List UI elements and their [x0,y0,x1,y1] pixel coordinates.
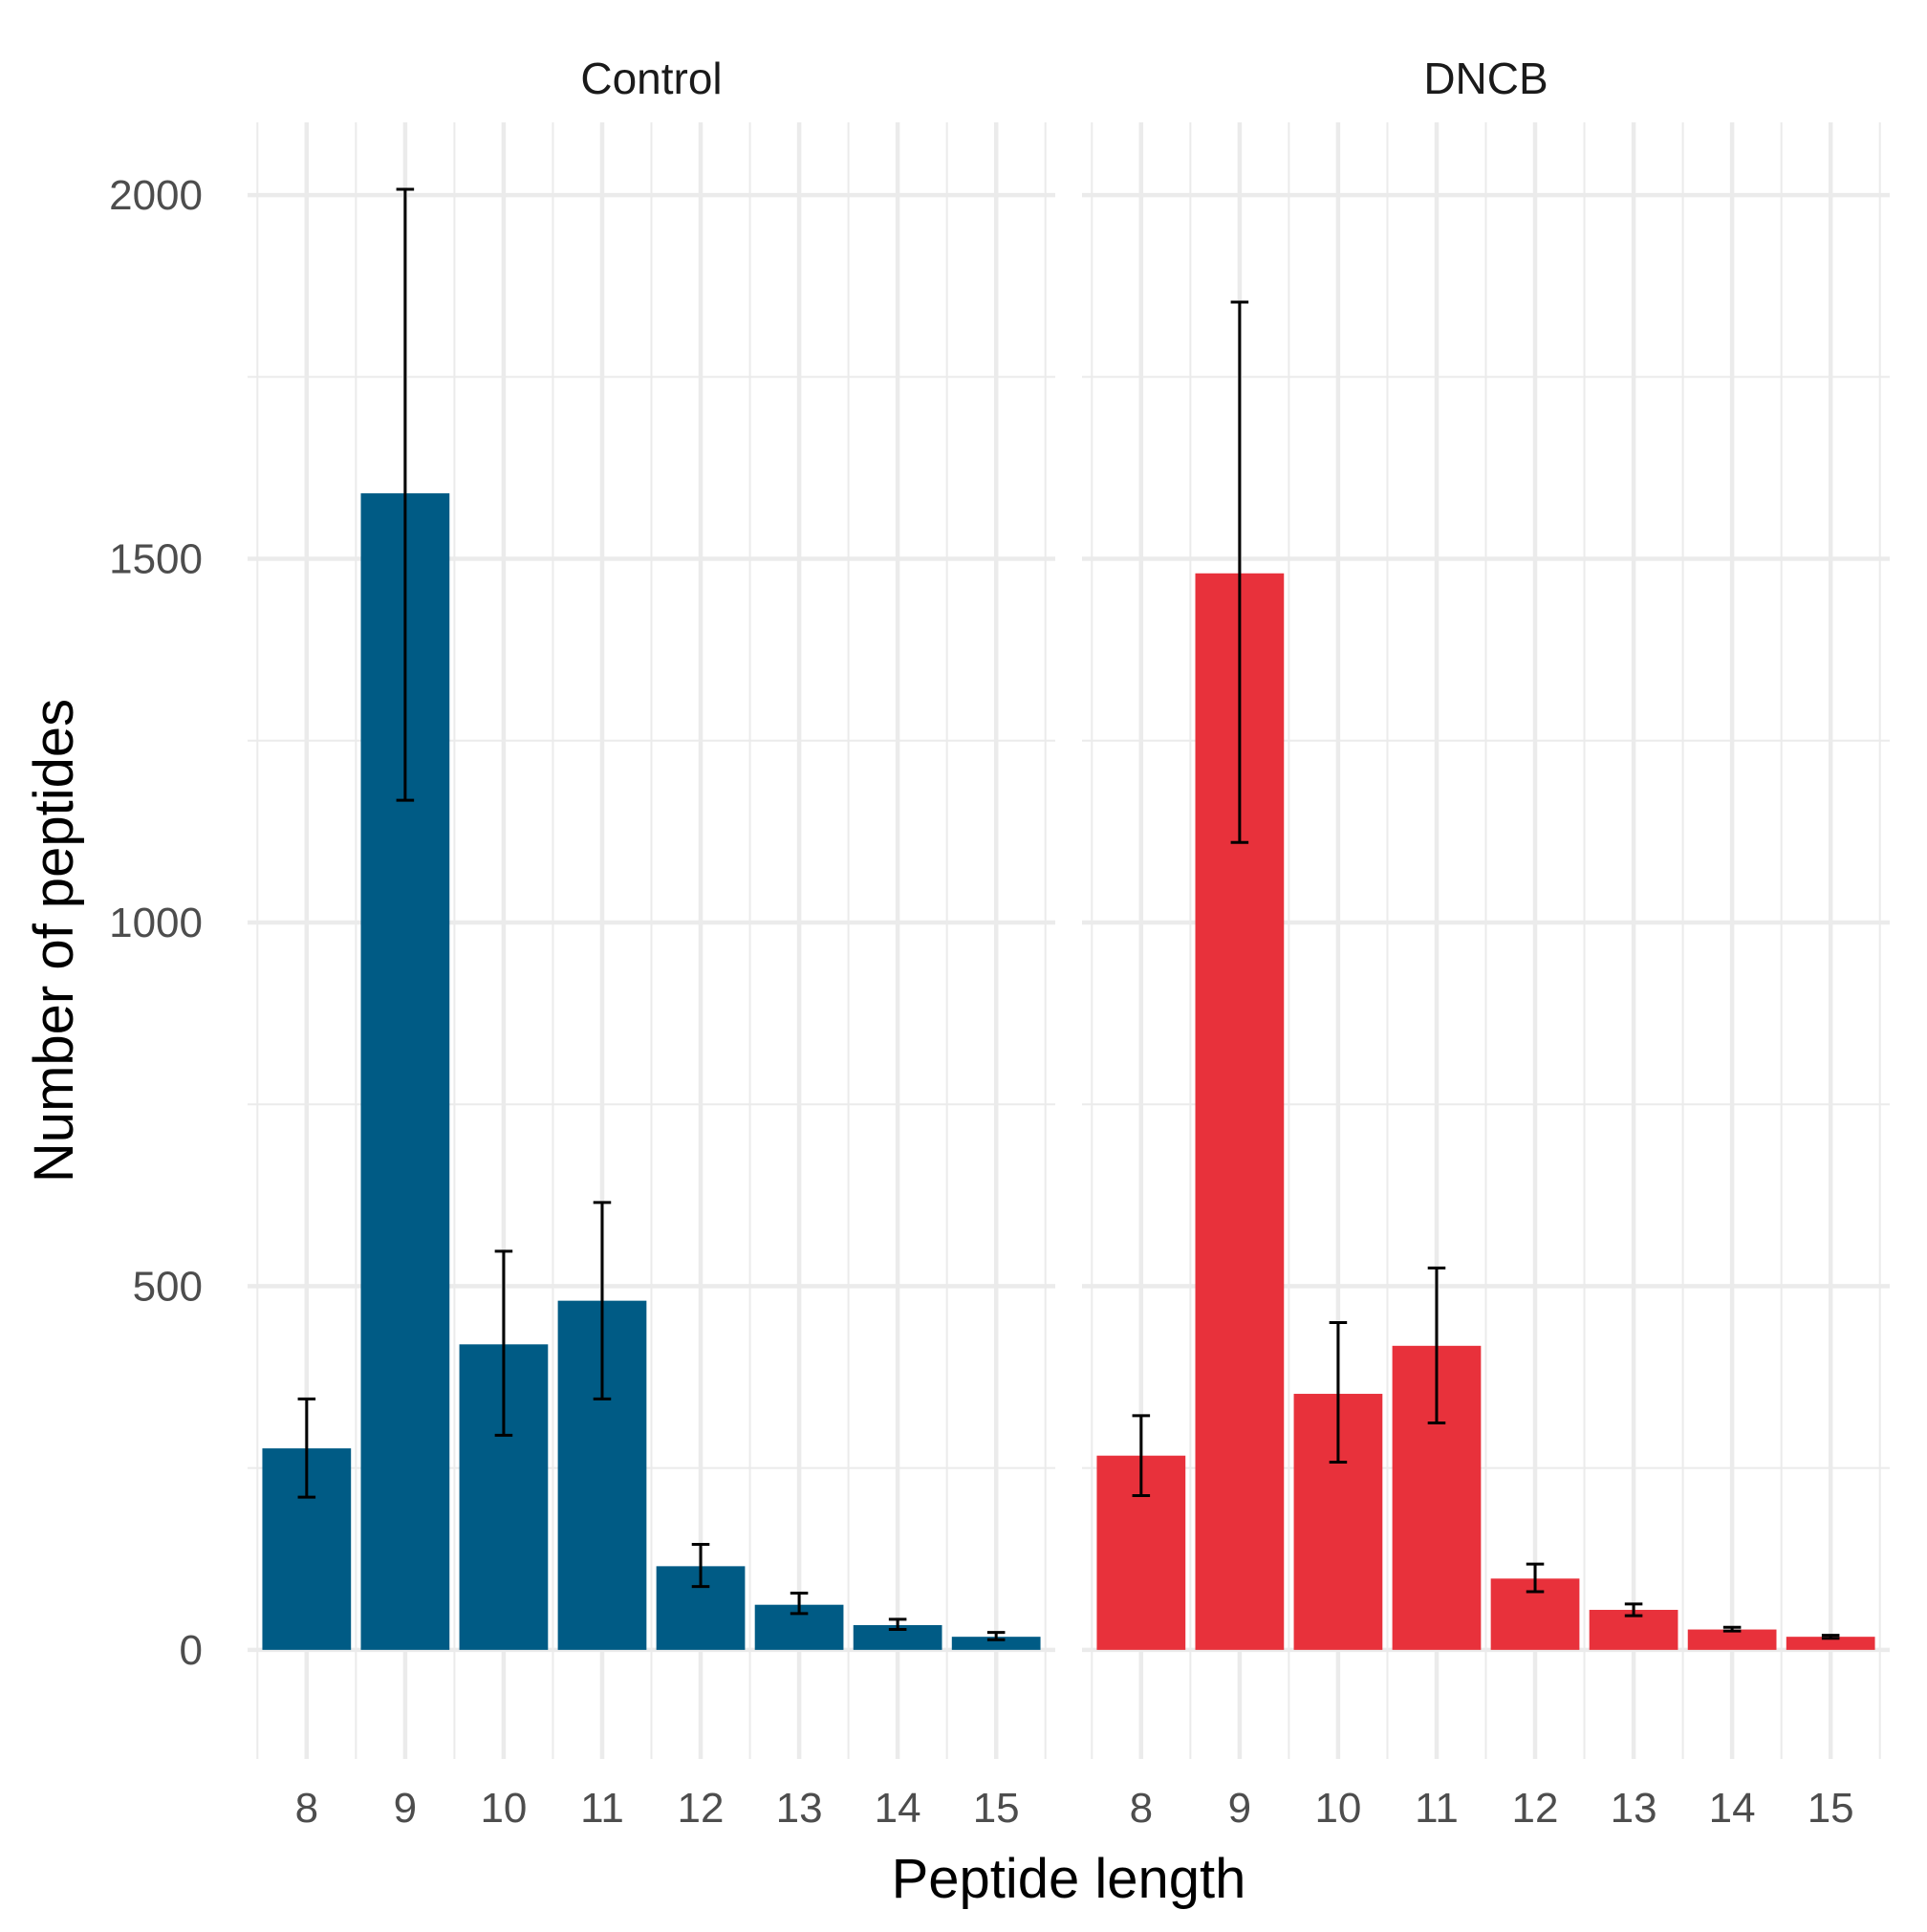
panel-control: Control 8 9 10 11 12 13 14 15 [248,54,1055,1832]
x-tick-label: 13 [1611,1785,1657,1832]
error-bar [1526,1562,1545,1594]
error-bar [1624,1602,1643,1617]
error-bar [1821,1634,1840,1640]
x-tick-label: 10 [480,1785,527,1832]
x-tick-label: 14 [1709,1785,1756,1832]
x-axis-title: Peptide length [892,1848,1246,1910]
x-tick-label: 13 [776,1785,823,1832]
x-tick-label: 8 [295,1785,318,1832]
x-tick-label: 15 [1808,1785,1854,1832]
y-tick-label: 0 [180,1627,203,1674]
error-bar [691,1543,710,1589]
y-axis-title: Number of peptides [23,699,85,1183]
x-tick-label: 15 [973,1785,1020,1832]
x-tick-label: 10 [1314,1785,1361,1832]
x-tick-label: 14 [875,1785,921,1832]
y-tick-label: 500 [133,1263,203,1310]
x-tick-label: 12 [1512,1785,1559,1832]
x-tick-label: 12 [678,1785,725,1832]
error-bar [790,1592,809,1616]
error-bar [297,1397,316,1499]
bar [1786,1637,1875,1650]
x-tick-label: 11 [1415,1785,1459,1832]
x-tick-label: 8 [1130,1785,1153,1832]
panel-strip-label: Control [580,54,722,103]
y-tick-label: 2000 [109,172,203,219]
error-bar [593,1201,612,1400]
panel-strip-label: DNCB [1423,54,1548,103]
x-tick-label: 11 [580,1785,624,1832]
error-bar [1722,1625,1742,1633]
error-bar [494,1249,513,1437]
panel-dncb: DNCB 8 9 10 11 12 13 14 15 [1082,54,1890,1832]
error-bar [1230,300,1249,844]
y-tick-label: 1000 [109,900,203,946]
error-bar [888,1617,907,1632]
error-bar [986,1631,1006,1641]
error-bar [396,187,415,802]
y-tick-label: 1500 [109,536,203,583]
bar [1687,1629,1777,1650]
x-tick-label: 9 [1228,1785,1251,1832]
bar [951,1637,1041,1650]
error-bar [1132,1414,1151,1498]
x-tick-label: 9 [394,1785,417,1832]
error-bar [1427,1266,1446,1424]
error-bar [1329,1320,1348,1465]
